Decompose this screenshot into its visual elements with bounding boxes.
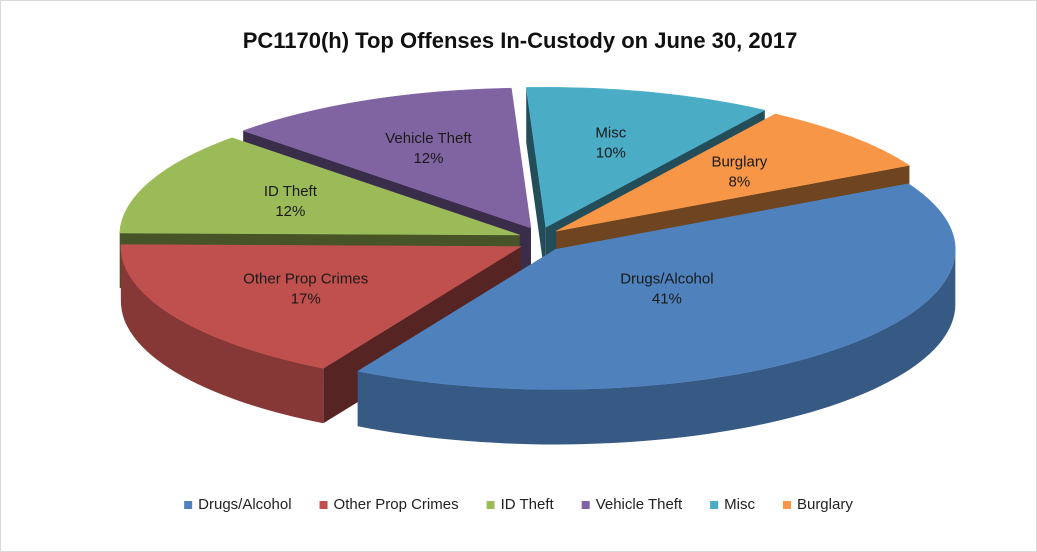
legend-label: Drugs/Alcohol xyxy=(198,496,291,513)
legend-swatch xyxy=(319,501,328,509)
legend-swatch xyxy=(710,501,719,509)
slice-value-label: 12% xyxy=(275,203,305,220)
slice-label: ID Theft xyxy=(264,183,318,200)
slice-side xyxy=(120,246,324,424)
legend-swatch xyxy=(782,501,791,509)
pie-slice xyxy=(242,87,532,229)
slice-label: Burglary xyxy=(711,154,767,171)
slice-value-label: 8% xyxy=(729,174,751,191)
slice-value-label: 10% xyxy=(596,144,626,161)
legend-label: ID Theft xyxy=(501,496,555,513)
pie-slice xyxy=(119,137,520,236)
slice-label: Drugs/Alcohol xyxy=(620,271,713,288)
legend-label: Misc xyxy=(724,496,755,513)
slice xyxy=(357,183,956,445)
legend-label: Other Prop Crimes xyxy=(334,496,459,513)
slice-value-label: 12% xyxy=(413,150,443,167)
slice-label: Other Prop Crimes xyxy=(243,271,368,288)
slice-value-label: 41% xyxy=(652,291,682,308)
chart-title: PC1170(h) Top Offenses In-Custody on Jun… xyxy=(243,28,798,53)
legend-swatch xyxy=(486,501,495,509)
slice-label: Misc xyxy=(595,124,626,141)
slice-value-label: 17% xyxy=(291,291,321,308)
pie-slice xyxy=(525,87,766,228)
slice-wall xyxy=(526,87,546,283)
legend-label: Burglary xyxy=(797,496,853,513)
legend-swatch xyxy=(581,501,590,509)
legend-label: Vehicle Theft xyxy=(596,496,683,513)
pie-slice xyxy=(120,244,522,369)
slice-label: Vehicle Theft xyxy=(385,130,472,147)
legend-swatch xyxy=(184,501,193,509)
pie-slice xyxy=(357,183,956,390)
pie-slice xyxy=(556,113,911,232)
slice-side xyxy=(357,249,956,445)
